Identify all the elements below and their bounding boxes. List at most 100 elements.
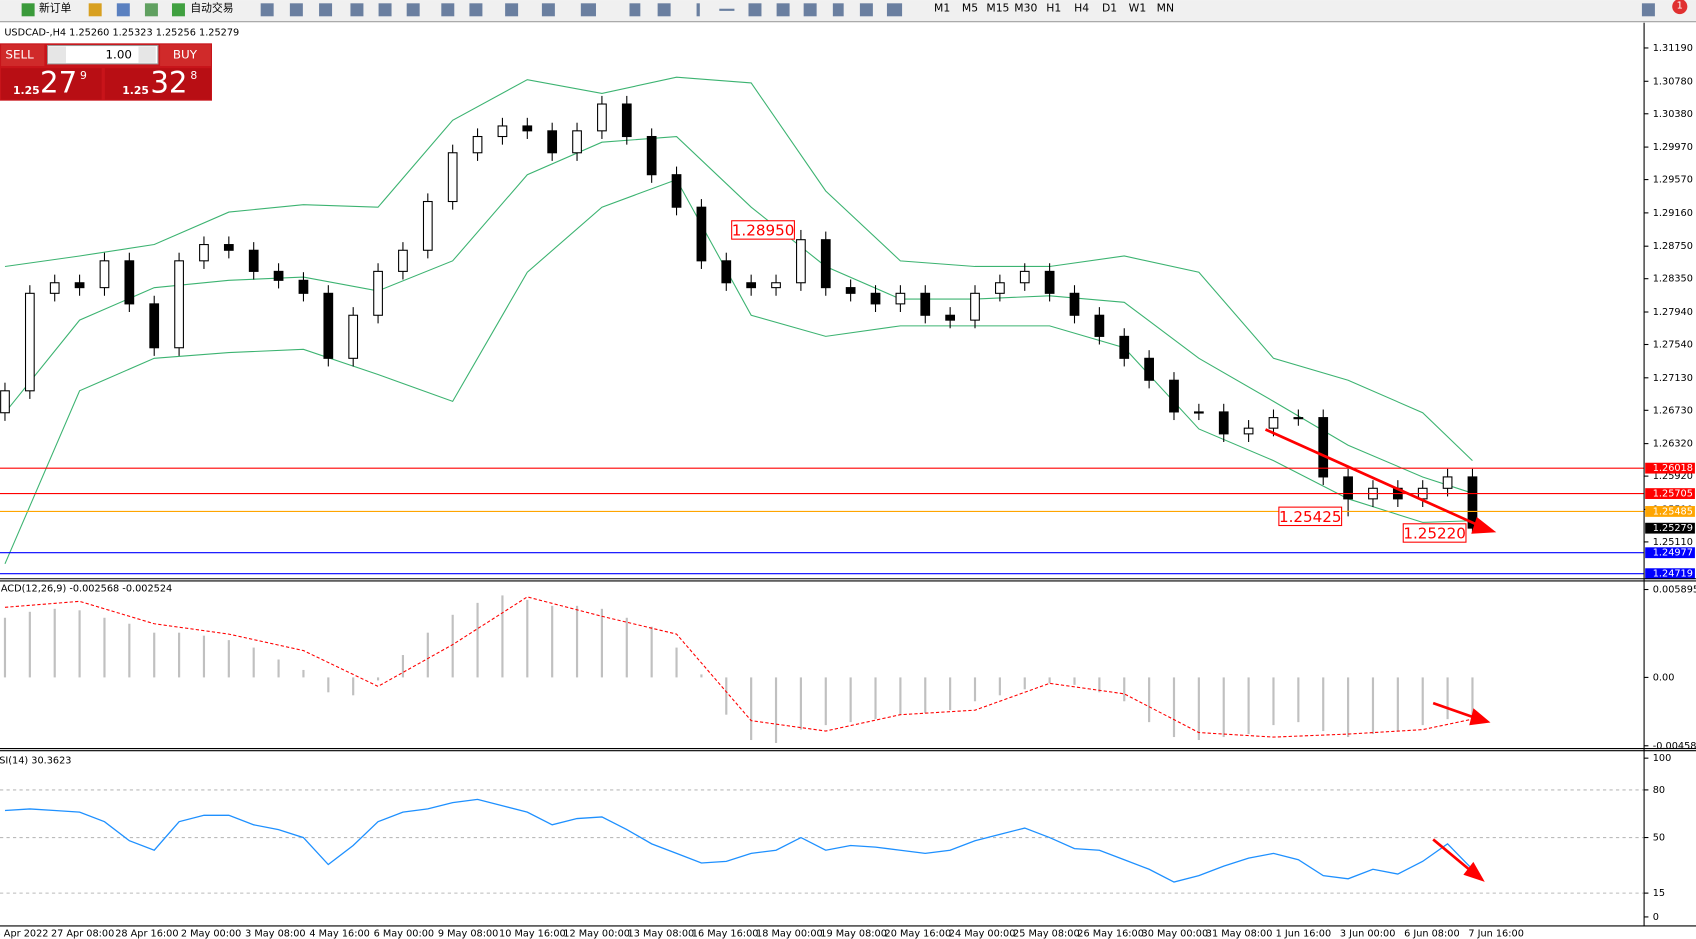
macd-bar [1023, 677, 1026, 690]
toolbar-icon[interactable] [441, 3, 455, 17]
toolbar-icon[interactable] [144, 3, 158, 17]
trend-arrows [1264, 428, 1497, 882]
chart-window [0, 22, 1696, 939]
macd-bar [998, 677, 1001, 696]
y-tick-label: -0.004586 [1653, 741, 1696, 752]
candle-body [597, 103, 607, 132]
toolbar-icon[interactable] [350, 3, 364, 17]
macd-bar [1098, 677, 1101, 693]
candle-body [497, 125, 508, 138]
macd-bar [1197, 677, 1200, 741]
toolbar-icon[interactable] [629, 3, 641, 17]
toolbar-icon[interactable] [776, 3, 790, 17]
toolbar-icon[interactable] [719, 8, 735, 11]
toolbar-icon[interactable] [657, 3, 671, 17]
time-label: 27 Apr 08:00 [51, 929, 114, 939]
timeframe-button[interactable]: MN [1157, 2, 1174, 15]
time-label: 25 May 08:00 [1013, 929, 1080, 939]
search-icon[interactable] [1641, 3, 1655, 17]
macd-bar [178, 632, 181, 678]
timeframe-button[interactable]: D1 [1102, 2, 1117, 15]
toolbar-icon[interactable] [289, 3, 303, 17]
price-level-tag [1645, 568, 1695, 580]
chart-title: USDCAD-,H4 1.25260 1.25323 1.25256 1.252… [4, 28, 239, 39]
price-level-tag [1645, 506, 1695, 517]
y-tick-label: 1.27540 [1653, 340, 1693, 351]
candle-body [547, 130, 558, 154]
macd-bar [949, 677, 952, 711]
toolbar-icon[interactable] [886, 3, 903, 17]
time-label: 1 Jun 16:00 [1276, 929, 1332, 939]
y-tick-label: 15 [1653, 888, 1665, 899]
candle-body [920, 292, 931, 316]
candle-body [820, 239, 831, 289]
auto-trading-button[interactable]: 自动交易 [190, 1, 233, 15]
lot-input[interactable] [47, 44, 159, 65]
macd-bar [352, 677, 355, 696]
toolbar-icon[interactable] [406, 3, 420, 17]
toolbar-icon[interactable] [505, 3, 519, 17]
macd-bar [924, 677, 927, 714]
lot-increase[interactable] [138, 46, 156, 63]
toolbar-icon[interactable] [832, 3, 844, 17]
candle-body [1318, 417, 1329, 478]
candle-body [646, 135, 657, 176]
macd-bar [28, 611, 31, 678]
toolbar-icon[interactable] [319, 3, 333, 17]
toolbar-icon[interactable] [696, 3, 700, 17]
timeframe-button[interactable]: M15 [986, 2, 1009, 15]
macd-bar [401, 655, 405, 678]
new-order-icon[interactable] [21, 3, 35, 17]
toolbar-icon[interactable] [859, 3, 873, 17]
macd-bar [451, 614, 454, 678]
toolbar-icon[interactable] [88, 3, 102, 17]
candle-body [945, 314, 956, 321]
toolbar-icon[interactable] [748, 3, 762, 17]
buy-price-box[interactable] [104, 68, 211, 100]
new-order-button[interactable]: 新订单 [39, 1, 72, 15]
timeframe-button[interactable]: W1 [1129, 2, 1147, 15]
toolbar-icon[interactable] [469, 3, 483, 17]
timeframe-button[interactable]: M1 [934, 2, 950, 15]
time-label: 6 Jun 08:00 [1404, 929, 1460, 939]
toolbar-icon[interactable] [580, 3, 596, 17]
auto-trading-icon[interactable] [171, 3, 185, 17]
timeframe-button[interactable]: H4 [1074, 2, 1089, 15]
macd-bar [899, 677, 902, 715]
y-tick-label: 1.29970 [1653, 142, 1693, 153]
toolbar-icon[interactable] [260, 3, 274, 17]
candle-body [746, 282, 757, 289]
toolbar-icon[interactable] [378, 3, 392, 17]
buy-button[interactable] [160, 44, 211, 67]
lot-value: 1.00 [106, 48, 132, 62]
bollinger-band [4, 76, 1473, 462]
toolbar-icon[interactable] [803, 3, 817, 17]
timeframe-button[interactable]: M30 [1014, 2, 1037, 15]
trend-arrow [1264, 428, 1483, 529]
timeframe-button[interactable]: M5 [962, 2, 978, 15]
candle-body [1218, 411, 1229, 435]
notification-badge[interactable] [1672, 0, 1688, 15]
macd-bar [1272, 677, 1275, 726]
price-annotation-box [1278, 506, 1343, 527]
sell-price-box[interactable] [1, 68, 102, 100]
macd-bar [1297, 677, 1300, 723]
macd-bar [973, 677, 977, 702]
macd-bar [1172, 677, 1176, 738]
macd-bar [700, 674, 703, 678]
lot-decrease[interactable] [48, 46, 66, 63]
sell-button[interactable] [1, 44, 45, 67]
toolbar-icon[interactable] [541, 3, 555, 17]
timeframe-button[interactable]: H1 [1046, 2, 1061, 15]
macd-bar [1471, 677, 1474, 723]
candle-body [621, 103, 632, 138]
y-tick-label: 1.27130 [1653, 373, 1693, 384]
price-annotation-box [1402, 523, 1467, 543]
toolbar-icon[interactable] [116, 3, 130, 17]
candle-body [149, 303, 160, 349]
y-tick-label: 0.005895 [1653, 585, 1696, 596]
candle-body [1069, 292, 1080, 316]
candle-body [174, 260, 184, 349]
macd-bar [824, 677, 827, 726]
candle-body [1243, 427, 1254, 435]
